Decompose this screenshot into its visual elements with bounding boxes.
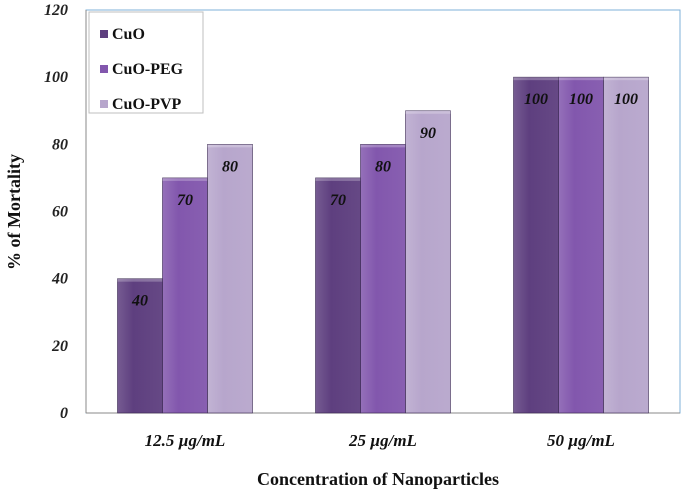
legend-label-cuo-pvp: CuO-PVP <box>112 96 182 113</box>
legend-label-cuo: CuO <box>112 26 145 43</box>
bar-top-cuo-pvp-2 <box>405 110 451 114</box>
bar-cuo-1 <box>117 278 163 414</box>
legend-swatch-cuo <box>100 30 108 38</box>
legend-box <box>88 11 204 114</box>
y-tick-label: 80 <box>52 136 68 153</box>
bar-top-cuo-1 <box>117 278 163 282</box>
data-label-cuo-pvp-3: 100 <box>614 91 638 108</box>
y-tick-label: 120 <box>44 2 68 19</box>
x-category-label: 25 µg/mL <box>348 431 417 450</box>
bar-cuo-pvp-2 <box>405 110 451 414</box>
y-axis-title: % of Mortality <box>4 154 24 270</box>
bar-cuo-pvp-1 <box>207 144 253 414</box>
bars <box>117 76 649 414</box>
bar-top-cuo-peg-3 <box>558 77 604 81</box>
bar-cuo-peg-3 <box>558 76 604 414</box>
x-category-label: 12.5 µg/mL <box>145 431 226 450</box>
bar-top-cuo-2 <box>315 177 361 181</box>
y-tick-label: 0 <box>60 405 68 422</box>
x-category-label: 50 µg/mL <box>547 431 615 450</box>
data-label-cuo-2: 70 <box>330 192 346 209</box>
data-labels: 40 70 80 70 80 90 100 100 100 <box>131 91 638 310</box>
bar-top-cuo-peg-2 <box>360 144 406 148</box>
data-label-cuo-3: 100 <box>524 91 548 108</box>
bar-cuo-peg-2 <box>360 144 406 414</box>
y-tick-labels: 0 20 40 60 80 100 120 <box>44 2 68 422</box>
bar-top-cuo-3 <box>513 77 559 81</box>
legend-swatch-cuo-pvp <box>100 100 108 108</box>
bar-top-cuo-peg-1 <box>162 177 208 181</box>
y-tick-label: 100 <box>44 69 68 86</box>
legend-label-cuo-peg: CuO-PEG <box>112 61 184 78</box>
y-tick-label: 60 <box>52 204 68 221</box>
bar-top-cuo-pvp-3 <box>603 77 649 81</box>
data-label-cuo-1: 40 <box>131 293 148 310</box>
data-label-cuo-peg-2: 80 <box>375 158 391 175</box>
data-label-cuo-pvp-1: 80 <box>222 158 238 175</box>
y-tick-label: 40 <box>51 271 68 288</box>
y-tick-label: 20 <box>51 338 68 355</box>
x-category-labels: 12.5 µg/mL 25 µg/mL 50 µg/mL <box>145 431 615 450</box>
bar-top-cuo-pvp-1 <box>207 144 253 148</box>
bar-cuo-2 <box>315 177 361 414</box>
bar-cuo-peg-1 <box>162 177 208 414</box>
data-label-cuo-pvp-2: 90 <box>420 125 436 142</box>
bar-cuo-pvp-3 <box>603 76 649 414</box>
legend-swatch-cuo-peg <box>100 65 108 73</box>
bar-cuo-3 <box>513 76 559 414</box>
x-axis-title: Concentration of Nanoparticles <box>257 469 499 489</box>
data-label-cuo-peg-3: 100 <box>569 91 593 108</box>
data-label-cuo-peg-1: 70 <box>177 192 193 209</box>
legend: CuO CuO-PEG CuO-PVP <box>88 11 204 114</box>
